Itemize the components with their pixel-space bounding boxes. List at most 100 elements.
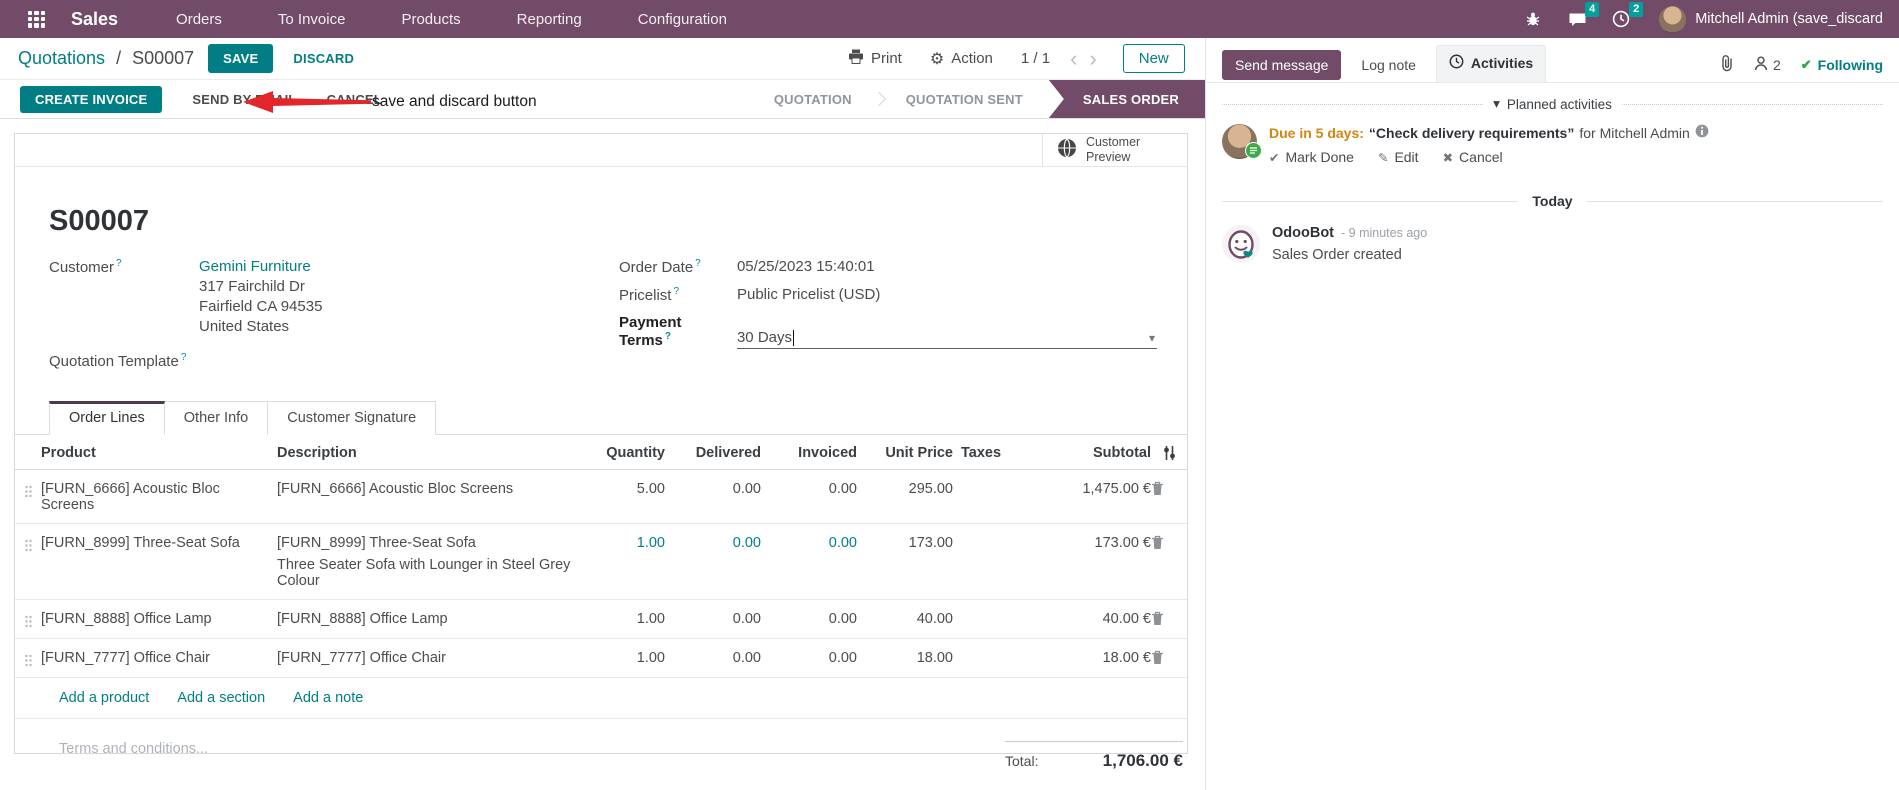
add-a-section-link[interactable]: Add a section <box>177 690 266 706</box>
statusbar: QUOTATION QUOTATION SENT SALES ORDER <box>754 80 1205 118</box>
new-button[interactable]: New <box>1122 44 1185 73</box>
drag-handle-icon[interactable] <box>15 611 41 628</box>
order-date-label: Order Date? <box>618 258 701 276</box>
menu-to-invoice[interactable]: To Invoice <box>277 10 346 28</box>
cell-product[interactable]: [FURN_7777] Office Chair <box>41 650 210 666</box>
cell-quantity[interactable]: 1.00 <box>636 611 665 627</box>
terms-and-conditions-field[interactable]: Terms and conditions... <box>59 741 209 757</box>
activities-tab[interactable]: Activities <box>1435 45 1547 82</box>
customer-preview-button[interactable]: Customer Preview <box>1042 134 1187 166</box>
drag-handle-icon[interactable] <box>15 650 41 667</box>
apps-menu-icon[interactable] <box>28 10 45 28</box>
customer-link[interactable]: Gemini Furniture <box>199 258 311 275</box>
cell-product[interactable]: [FURN_8999] Three-Seat Sofa <box>41 535 240 551</box>
delete-row-icon[interactable] <box>1151 650 1187 665</box>
optional-columns-icon[interactable] <box>1151 445 1187 461</box>
check-icon: ✔ <box>1269 150 1280 165</box>
control-panel: Quotations / S00007 SAVE DISCARD Print ⚙… <box>0 38 1205 113</box>
col-delivered[interactable]: Delivered <box>695 445 761 461</box>
add-a-product-link[interactable]: Add a product <box>59 690 150 706</box>
cell-quantity[interactable]: 5.00 <box>636 481 665 497</box>
cancel-button[interactable]: CANCEL <box>326 91 382 107</box>
status-step-quotation-sent[interactable]: QUOTATION SENT <box>905 91 1023 107</box>
cell-description[interactable]: [FURN_8888] Office Lamp <box>277 611 448 627</box>
gear-icon: ⚙ <box>929 50 945 68</box>
odoobot-avatar <box>1222 225 1260 267</box>
delete-row-icon[interactable] <box>1151 611 1187 626</box>
pricelist-field[interactable]: Public Pricelist (USD) <box>736 286 881 303</box>
menu-products[interactable]: Products <box>401 10 461 28</box>
cell-quantity[interactable]: 1.00 <box>636 535 665 551</box>
tab-other-info[interactable]: Other Info <box>164 401 269 435</box>
status-step-quotation[interactable]: QUOTATION <box>773 91 852 107</box>
menu-orders[interactable]: Orders <box>176 10 222 28</box>
cell-product[interactable]: [FURN_8888] Office Lamp <box>41 611 212 627</box>
delete-row-icon[interactable] <box>1151 535 1187 550</box>
edit-activity-button[interactable]: ✎ Edit <box>1377 149 1419 165</box>
col-product[interactable]: Product <box>41 445 96 461</box>
col-description[interactable]: Description <box>277 445 357 461</box>
log-note-button[interactable]: Log note <box>1361 56 1416 73</box>
send-by-email-button[interactable]: SEND BY EMAIL <box>192 91 297 107</box>
customer-address-line1: 317 Fairchild Dr <box>199 278 305 295</box>
discard-button[interactable]: DISCARD <box>293 51 355 66</box>
cell-delivered[interactable]: 0.00 <box>732 650 761 666</box>
save-button[interactable]: SAVE <box>208 44 274 73</box>
following-button[interactable]: ✔ Following <box>1800 56 1883 73</box>
main-panel: Quotations / S00007 SAVE DISCARD Print ⚙… <box>0 38 1206 790</box>
drag-handle-icon[interactable] <box>15 535 41 552</box>
cell-description[interactable]: [FURN_8999] Three-Seat Sofa Three Seater… <box>277 535 575 589</box>
payment-terms-field[interactable]: 30 Days ▾ <box>736 314 1157 349</box>
pager-next-icon[interactable]: › <box>1089 45 1097 71</box>
tab-customer-signature[interactable]: Customer Signature <box>268 401 437 435</box>
tab-order-lines[interactable]: Order Lines <box>49 401 165 435</box>
form-sheet: Customer Preview S00007 Customer? <box>14 133 1188 770</box>
planned-activities-header[interactable]: ▾ Planned activities <box>1222 96 1883 112</box>
create-invoice-button[interactable]: CREATE INVOICE <box>20 85 163 113</box>
col-invoiced[interactable]: Invoiced <box>798 445 857 461</box>
activities-clock-icon[interactable]: 2 <box>1611 2 1644 29</box>
mark-done-button[interactable]: ✔ Mark Done <box>1269 149 1354 165</box>
cell-unit-price[interactable]: 173.00 <box>908 535 953 551</box>
user-menu[interactable]: Mitchell Admin (save_discard <box>1659 5 1883 33</box>
cancel-activity-button[interactable]: ✖ Cancel <box>1442 149 1503 165</box>
col-unit-price[interactable]: Unit Price <box>885 445 953 461</box>
menu-reporting[interactable]: Reporting <box>516 10 582 28</box>
attachments-paperclip-icon[interactable] <box>1720 54 1734 76</box>
delete-row-icon[interactable] <box>1151 481 1187 496</box>
cell-invoiced[interactable]: 0.00 <box>828 650 857 666</box>
cell-invoiced[interactable]: 0.00 <box>828 481 857 497</box>
app-name[interactable]: Sales <box>71 8 119 29</box>
form-view: Customer Preview S00007 Customer? <box>0 119 1205 770</box>
menu-configuration[interactable]: Configuration <box>637 10 727 28</box>
cell-invoiced[interactable]: 0.00 <box>828 611 857 627</box>
pager-previous-icon[interactable]: ‹ <box>1070 45 1078 71</box>
cell-description[interactable]: [FURN_6666] Acoustic Bloc Screens <box>277 481 514 497</box>
cell-unit-price[interactable]: 40.00 <box>916 611 953 627</box>
messages-icon[interactable]: 4 <box>1567 2 1600 29</box>
cell-description[interactable]: [FURN_7777] Office Chair <box>277 650 446 666</box>
action-menu-button[interactable]: ⚙ Action <box>929 50 993 68</box>
add-a-note-link[interactable]: Add a note <box>293 690 364 706</box>
cell-delivered[interactable]: 0.00 <box>732 535 761 551</box>
cell-quantity[interactable]: 1.00 <box>636 650 665 666</box>
col-taxes[interactable]: Taxes <box>961 445 1002 461</box>
col-quantity[interactable]: Quantity <box>606 445 665 461</box>
followers-button[interactable]: 2 <box>1754 55 1781 74</box>
col-subtotal[interactable]: Subtotal <box>1093 445 1151 461</box>
status-step-sales-order[interactable]: SALES ORDER <box>1048 80 1205 118</box>
print-button[interactable]: Print <box>848 49 902 68</box>
order-date-field[interactable]: 05/25/2023 15:40:01 <box>736 258 875 275</box>
cell-unit-price[interactable]: 295.00 <box>908 481 953 497</box>
cell-delivered[interactable]: 0.00 <box>732 481 761 497</box>
debug-bug-icon[interactable] <box>1523 9 1543 29</box>
cell-product[interactable]: [FURN_6666] Acoustic Bloc Screens <box>41 481 220 513</box>
cell-invoiced[interactable]: 0.00 <box>828 535 857 551</box>
send-message-button[interactable]: Send message <box>1222 49 1342 80</box>
breadcrumb-quotations[interactable]: Quotations <box>18 48 106 68</box>
drag-handle-icon[interactable] <box>15 481 41 498</box>
cell-unit-price[interactable]: 18.00 <box>916 650 953 666</box>
info-icon[interactable] <box>1695 124 1709 141</box>
chevron-down-icon[interactable]: ▾ <box>1148 331 1155 345</box>
cell-delivered[interactable]: 0.00 <box>732 611 761 627</box>
